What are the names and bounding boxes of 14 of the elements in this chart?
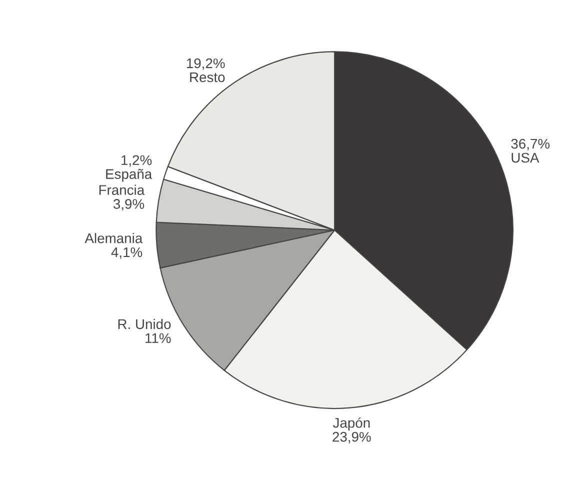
slice-label: R. Unido xyxy=(118,318,171,330)
slice-label: España xyxy=(106,168,152,182)
slice-label: Resto xyxy=(190,72,225,82)
data-label: 23,9% xyxy=(332,432,371,444)
slice-label: Japón xyxy=(332,417,370,431)
data-label: 11% xyxy=(146,333,171,343)
data-label: 19,2% xyxy=(186,58,225,70)
data-label: 36,7% xyxy=(511,138,550,150)
data-label: 4,1% xyxy=(111,247,142,259)
slice-label: USA xyxy=(512,152,540,163)
data-label: 1,2% xyxy=(122,155,152,167)
slice-label: Alemania xyxy=(84,232,143,244)
data-label: 3,9% xyxy=(113,199,144,211)
slice-label: Francia xyxy=(99,184,145,195)
